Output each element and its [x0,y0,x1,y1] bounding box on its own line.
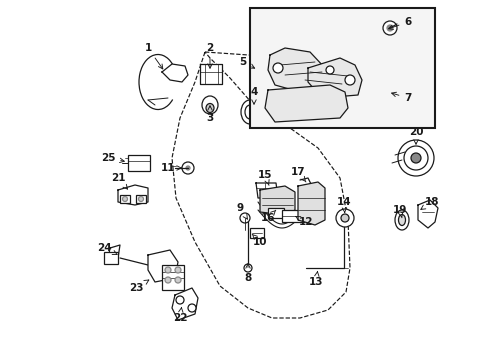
Polygon shape [162,64,187,82]
Text: 13: 13 [308,271,323,287]
Text: 23: 23 [128,280,148,293]
Circle shape [325,66,333,74]
Bar [162,265,183,290]
Polygon shape [307,58,361,98]
Circle shape [164,267,171,273]
Polygon shape [118,185,148,205]
Text: 9: 9 [236,203,247,219]
Text: 6: 6 [388,17,411,30]
Polygon shape [260,186,294,215]
Circle shape [335,209,353,227]
Circle shape [164,277,171,283]
Circle shape [122,197,127,202]
Ellipse shape [202,96,218,114]
Circle shape [175,277,181,283]
Bar [249,8,434,128]
Text: 12: 12 [295,216,313,227]
Text: 1: 1 [144,43,163,69]
Ellipse shape [241,100,259,124]
Ellipse shape [394,210,408,230]
Text: 11: 11 [161,163,181,173]
Circle shape [240,213,249,223]
Circle shape [382,21,396,35]
Circle shape [340,214,348,222]
Circle shape [386,25,392,31]
Polygon shape [256,183,278,198]
Circle shape [403,146,427,170]
Polygon shape [297,182,325,225]
Text: 20: 20 [408,127,423,144]
Bar [128,155,150,171]
Text: 21: 21 [110,173,127,189]
Text: 3: 3 [206,106,213,123]
Polygon shape [172,288,198,320]
Text: 22: 22 [172,307,187,323]
Circle shape [410,153,420,163]
Text: 10: 10 [252,234,267,247]
Bar [249,228,264,238]
Circle shape [397,140,433,176]
Bar [282,210,304,222]
Circle shape [175,267,181,273]
Circle shape [244,264,251,272]
Bar [136,195,146,203]
Circle shape [272,63,283,73]
Ellipse shape [244,105,254,119]
Text: 15: 15 [257,170,272,185]
Circle shape [176,296,183,304]
Text: 24: 24 [97,243,117,255]
Polygon shape [264,85,347,122]
Text: 5: 5 [239,57,254,68]
Ellipse shape [205,104,214,112]
Circle shape [185,166,190,170]
Text: 16: 16 [260,210,275,223]
Text: 19: 19 [392,205,407,218]
Text: 2: 2 [206,43,213,68]
Text: 17: 17 [290,167,305,182]
Polygon shape [200,64,222,84]
Circle shape [187,304,196,312]
Polygon shape [108,245,120,260]
Polygon shape [267,48,325,92]
Circle shape [182,162,194,174]
Bar [267,208,284,218]
Text: 14: 14 [336,197,350,213]
Polygon shape [148,250,178,282]
Bar [120,195,130,203]
Polygon shape [417,200,437,228]
Text: 8: 8 [244,264,251,283]
Text: 25: 25 [101,153,124,163]
Ellipse shape [398,215,405,225]
Text: 7: 7 [391,92,411,103]
Bar [104,252,118,264]
Circle shape [138,197,143,202]
Text: 4: 4 [250,87,257,104]
Circle shape [345,75,354,85]
Text: 18: 18 [420,197,438,210]
